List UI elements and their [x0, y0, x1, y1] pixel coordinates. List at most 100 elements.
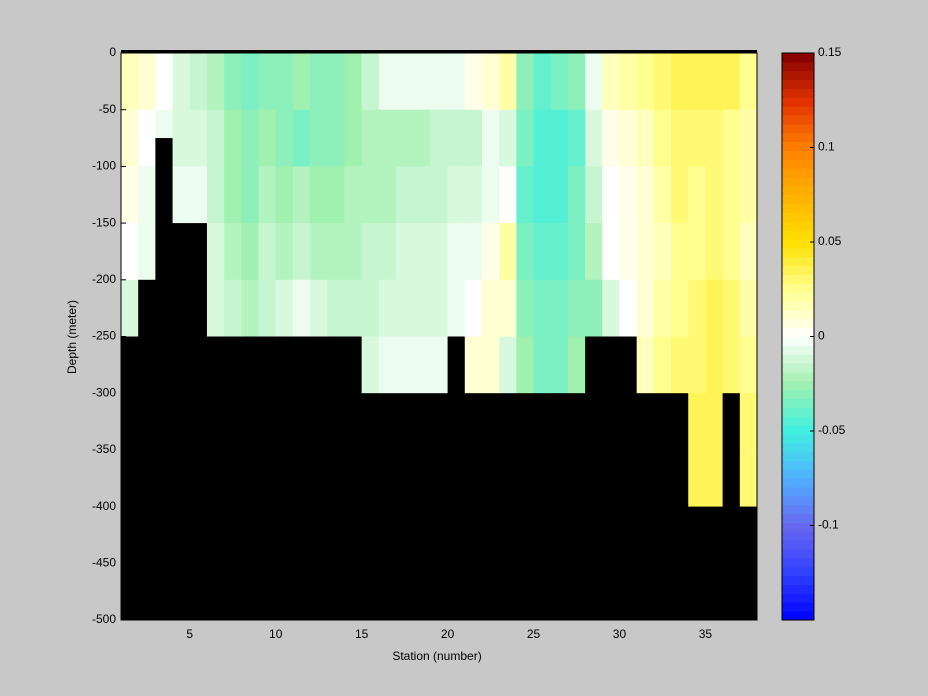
cell: [206, 223, 225, 281]
cell: [602, 279, 620, 337]
cell: [258, 279, 277, 337]
colorbar-swatch: [782, 407, 814, 417]
colorbar-swatch: [782, 97, 814, 107]
cell: [533, 166, 552, 224]
colorbar-swatch: [782, 309, 814, 320]
sea-floor: [378, 393, 397, 620]
cell: [292, 109, 311, 167]
sea-floor: [550, 393, 569, 620]
cell: [464, 223, 483, 281]
sea-floor: [481, 393, 500, 620]
cell: [327, 109, 345, 167]
colorbar-swatch: [782, 247, 814, 258]
cell: [464, 53, 483, 111]
cell: [430, 166, 449, 224]
cell: [189, 166, 208, 224]
colorbar-swatch: [782, 327, 814, 337]
sea-floor: [533, 393, 552, 620]
cell: [516, 166, 535, 224]
x-tick-label: 5: [186, 627, 193, 641]
colorbar-swatch: [782, 132, 814, 143]
cell: [172, 109, 191, 167]
cell: [619, 53, 638, 111]
cell: [396, 336, 414, 394]
cell: [636, 223, 655, 281]
cell: [430, 336, 449, 394]
y-tick-label: -150: [92, 215, 116, 229]
cell: [224, 109, 242, 167]
cell: [516, 279, 535, 337]
colorbar-swatch: [782, 194, 814, 205]
cell: [224, 279, 242, 337]
colorbar-swatch: [782, 106, 814, 116]
cell: [688, 336, 706, 394]
cell: [567, 166, 586, 224]
sea-floor: [224, 336, 242, 620]
colorbar-swatch: [782, 593, 814, 603]
cell: [585, 279, 603, 337]
cell: [481, 166, 500, 224]
sea-floor: [464, 393, 483, 620]
sea-floor: [585, 336, 603, 620]
cell: [292, 53, 311, 111]
cell: [413, 279, 431, 337]
cell: [722, 53, 741, 111]
cell: [138, 53, 156, 111]
cell: [481, 53, 500, 111]
colorbar-swatch: [782, 540, 814, 550]
sea-floor: [396, 393, 414, 620]
x-tick-label: 25: [527, 627, 541, 641]
cell: [567, 336, 586, 394]
cell: [361, 53, 380, 111]
colorbar-swatch: [782, 177, 814, 187]
cell: [121, 166, 139, 224]
sea-floor: [567, 393, 586, 620]
cell: [739, 223, 758, 281]
cell: [292, 223, 311, 281]
colorbar-swatch: [782, 602, 814, 612]
cell: [550, 279, 569, 337]
colorbar-tick-label: 0.15: [818, 45, 842, 59]
cell: [619, 109, 638, 167]
cell: [516, 53, 535, 111]
sea-floor: [499, 393, 517, 620]
cell: [275, 109, 294, 167]
colorbar-swatch: [782, 504, 814, 515]
cell: [602, 53, 620, 111]
sea-floor: [619, 336, 638, 620]
sea-floor: [430, 393, 449, 620]
cell: [344, 166, 363, 224]
colorbar-swatch: [782, 425, 814, 435]
colorbar-swatch: [782, 292, 814, 302]
cell: [671, 166, 689, 224]
colorbar-swatch: [782, 61, 814, 72]
colorbar-swatch: [782, 566, 814, 577]
x-tick-label: 10: [269, 627, 283, 641]
cell: [464, 166, 483, 224]
cell: [499, 166, 517, 224]
sea-floor: [155, 138, 174, 621]
cell: [121, 53, 139, 111]
cell: [464, 279, 483, 337]
cell: [481, 336, 500, 394]
cell: [430, 223, 449, 281]
cell: [241, 279, 260, 337]
cell: [172, 53, 191, 111]
cell: [516, 223, 535, 281]
colorbar-swatch: [782, 487, 814, 497]
cell: [327, 223, 345, 281]
sea-floor: [361, 393, 380, 620]
plot-frame: [120, 52, 758, 621]
colorbar-swatch: [782, 371, 814, 382]
cell: [138, 166, 156, 224]
sea-floor: [739, 506, 758, 620]
cell: [636, 166, 655, 224]
cell: [378, 166, 397, 224]
cell: [292, 166, 311, 224]
cell: [378, 223, 397, 281]
cell: [567, 53, 586, 111]
colorbar-swatch: [782, 70, 814, 81]
cell: [567, 279, 586, 337]
colorbar-swatch: [782, 274, 814, 284]
y-tick-label: -250: [92, 329, 116, 343]
